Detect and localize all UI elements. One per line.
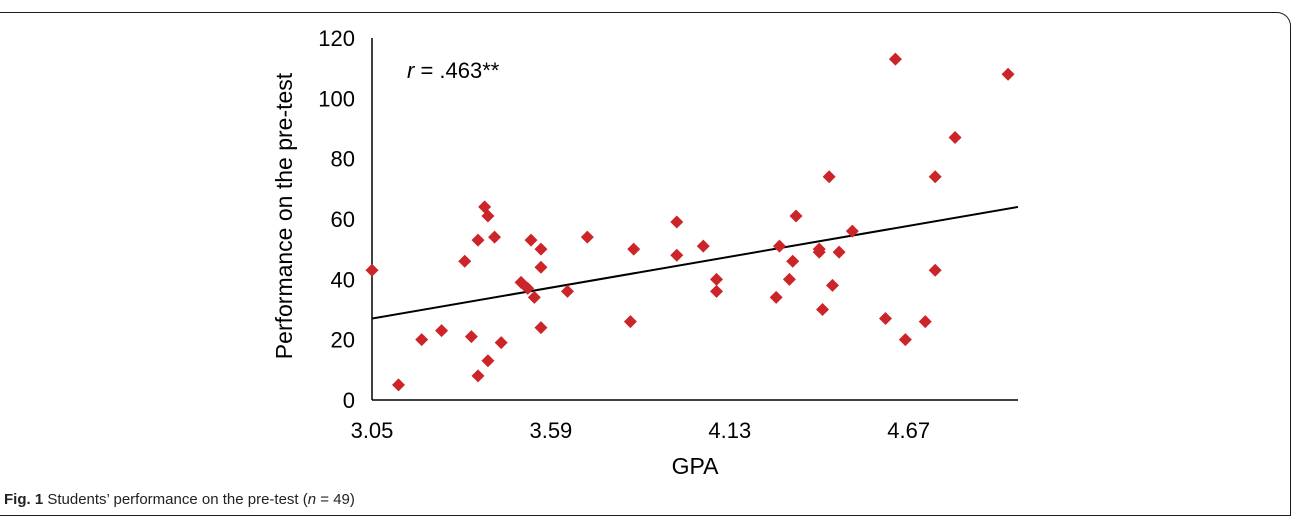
- data-point: [710, 272, 724, 286]
- caption-n-value: = 49: [316, 491, 350, 508]
- data-point: [670, 248, 684, 262]
- data-point: [696, 239, 710, 253]
- data-point: [1001, 67, 1015, 81]
- data-point: [832, 245, 846, 259]
- trendline: [371, 205, 1019, 320]
- data-point: [786, 254, 800, 268]
- data-point: [825, 278, 839, 292]
- data-point: [481, 354, 495, 368]
- data-point: [415, 333, 429, 347]
- x-tick-labels: 3.05 3.59 4.13 4.67: [351, 418, 931, 443]
- data-point: [524, 233, 538, 247]
- y-tick-label: 0: [343, 388, 355, 413]
- x-tick-label: 4.13: [708, 418, 751, 443]
- data-point: [928, 263, 942, 277]
- data-point: [435, 324, 449, 338]
- data-point: [670, 215, 684, 229]
- data-point: [365, 263, 379, 277]
- caption-text: Students’ performance on the pre-test (: [43, 491, 308, 508]
- data-point: [878, 312, 892, 326]
- data-point: [471, 233, 485, 247]
- r-value: = .463**: [414, 58, 499, 83]
- data-point: [772, 239, 786, 253]
- y-tick-label: 60: [331, 207, 355, 232]
- x-tick-label: 3.59: [529, 418, 572, 443]
- data-point: [769, 290, 783, 304]
- data-point: [458, 254, 472, 268]
- data-point: [481, 209, 495, 223]
- caption-text-end: ): [349, 491, 355, 508]
- data-point: [392, 378, 406, 392]
- data-point: [494, 336, 508, 350]
- x-tick-label: 4.67: [887, 418, 930, 443]
- data-point: [888, 52, 902, 66]
- data-point: [464, 330, 478, 344]
- data-point: [521, 281, 535, 295]
- r-variable: r: [407, 58, 416, 83]
- y-tick-label: 40: [331, 267, 355, 292]
- data-point: [488, 230, 502, 244]
- data-point: [534, 242, 548, 256]
- data-point: [928, 170, 942, 184]
- data-point: [822, 170, 836, 184]
- data-point: [580, 230, 594, 244]
- caption-n-variable: n: [307, 491, 317, 508]
- correlation-annotation: r = .463**: [407, 58, 500, 83]
- data-points: [365, 52, 1015, 392]
- data-point: [710, 284, 724, 298]
- x-axis-title: GPA: [672, 453, 720, 479]
- y-tick-label: 100: [318, 86, 355, 111]
- data-point: [789, 209, 803, 223]
- data-point: [782, 272, 796, 286]
- x-tick-label: 3.05: [351, 418, 394, 443]
- data-point: [948, 131, 962, 145]
- scatter-chart: 0 20 40 60 80 100 120 3.05 3.59 4.13 4.67 r = .46…: [271, 26, 1019, 479]
- data-point: [816, 303, 830, 316]
- data-point: [534, 260, 548, 274]
- y-tick-label: 80: [331, 147, 355, 172]
- data-point: [527, 290, 541, 304]
- data-point: [623, 315, 637, 329]
- data-point: [471, 369, 485, 383]
- data-point: [627, 242, 641, 256]
- data-point: [812, 242, 826, 256]
- data-point: [845, 224, 859, 238]
- data-point: [918, 315, 932, 329]
- data-point: [560, 284, 574, 298]
- y-tick-labels: 0 20 40 60 80 100 120: [318, 26, 355, 413]
- caption-label: Fig. 1: [4, 491, 44, 508]
- figure-caption: Fig. 1 Students’ performance on the pre-…: [4, 491, 355, 508]
- y-axis-title: Performance on the pre-test: [271, 72, 297, 359]
- figure-frame: [0, 12, 1291, 516]
- data-point: [534, 321, 548, 335]
- y-tick-label: 20: [331, 328, 355, 353]
- y-tick-label: 120: [318, 26, 355, 51]
- data-point: [898, 333, 912, 347]
